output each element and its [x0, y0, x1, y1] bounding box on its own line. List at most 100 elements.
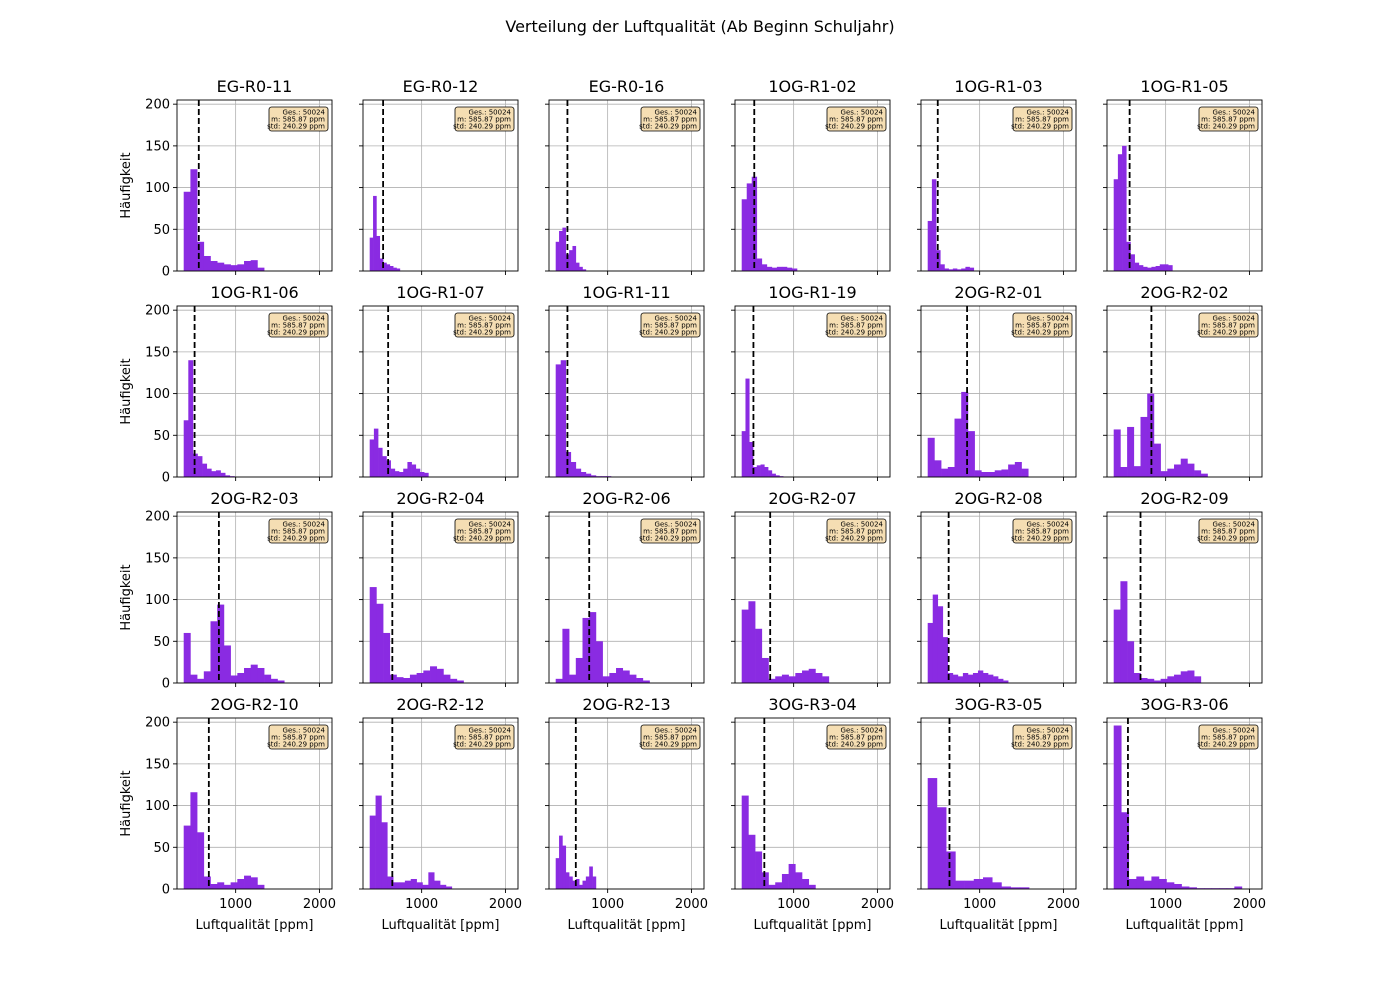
stats-box-frame [826, 106, 887, 132]
histogram-bar [967, 431, 975, 477]
histogram-bar [1155, 266, 1161, 271]
histogram-bar [572, 880, 577, 889]
y-tick-label: 50 [153, 429, 170, 444]
stats-line: m: 585.87 ppm [271, 116, 325, 124]
histogram-bar [786, 267, 793, 271]
histogram-bar [373, 195, 377, 271]
stats-line: m: 585.87 ppm [457, 116, 511, 124]
histogram-bar [753, 466, 758, 477]
histogram-bar [961, 268, 966, 271]
histogram-bar [192, 453, 198, 477]
stats-line: Ges.: 50024 [469, 727, 512, 735]
stats-line: m: 585.87 ppm [271, 528, 325, 536]
axes-frame [176, 511, 333, 684]
x-tick-label: 2000 [303, 897, 336, 912]
histogram-bar [791, 268, 798, 271]
histogram-bar [257, 884, 265, 889]
histogram-bar [761, 872, 769, 889]
axes-frame [1106, 99, 1263, 272]
stats-line: std: 240.29 ppm [1197, 535, 1255, 543]
axes-frame [548, 305, 705, 478]
stats-line: std: 240.29 ppm [639, 329, 697, 337]
subplot-title: 1OG-R1-19 [768, 283, 856, 302]
histogram-bar [257, 267, 265, 271]
histogram-bar [555, 858, 560, 889]
subplot-title: 1OG-R1-03 [954, 77, 1042, 96]
subplot-title: 2OG-R2-10 [210, 695, 298, 714]
x-tick-label: 1000 [591, 897, 624, 912]
x-tick-label: 1000 [963, 897, 996, 912]
y-tick-label: 200 [145, 510, 170, 525]
histogram-bar [383, 632, 391, 683]
histogram-bar [592, 876, 597, 889]
histogram-bar [376, 603, 384, 683]
stats-line: std: 240.29 ppm [267, 123, 325, 131]
histogram-bar [190, 169, 198, 271]
stats-line: m: 585.87 ppm [1201, 116, 1255, 124]
histogram-bar [565, 451, 572, 477]
y-tick-label: 50 [153, 635, 170, 650]
histogram-bar [761, 657, 769, 683]
histogram-bar [940, 264, 945, 271]
axes-frame [176, 305, 333, 478]
histogram-bar [1010, 887, 1021, 889]
histogram-bar [948, 269, 954, 271]
histogram-bar [197, 241, 205, 271]
histogram-bar [562, 845, 567, 889]
stats-line: std: 240.29 ppm [267, 535, 325, 543]
stats-box-frame [1198, 312, 1259, 338]
histogram-bar [428, 872, 435, 889]
histogram-bar [1134, 262, 1140, 271]
stats-line: Ges.: 50024 [469, 109, 512, 117]
histogram-bar [555, 364, 562, 477]
subplot-title: 2OG-R2-09 [1140, 489, 1228, 508]
histogram-bar [1126, 241, 1131, 271]
histogram-bar [988, 674, 994, 683]
stats-box-frame [826, 312, 887, 338]
histogram-bar [595, 641, 603, 683]
subplot-title: 2OG-R2-07 [768, 489, 856, 508]
histogram-bar [382, 456, 387, 477]
axes-frame [734, 511, 891, 684]
stats-box-frame [826, 724, 887, 750]
histogram-bar [434, 880, 441, 889]
y-tick-label: 50 [153, 223, 170, 238]
histogram-bar [934, 460, 942, 477]
stats-line: std: 240.29 ppm [1197, 329, 1255, 337]
histogram-bar [1163, 264, 1169, 271]
histogram-bar [1234, 886, 1243, 889]
histogram-bar [445, 886, 453, 889]
axes-frame [1106, 511, 1263, 684]
stats-line: m: 585.87 ppm [271, 734, 325, 742]
y-tick-label: 0 [162, 883, 170, 898]
histogram-bar [560, 360, 567, 477]
stats-line: Ges.: 50024 [655, 521, 698, 529]
histogram-bar [775, 475, 780, 477]
x-tick-label: 2000 [861, 897, 894, 912]
histogram-bar [223, 645, 231, 683]
subplot-title: 1OG-R1-11 [582, 283, 670, 302]
histogram-bar [369, 815, 376, 889]
stats-line: m: 585.87 ppm [1015, 528, 1069, 536]
histogram-bar [217, 604, 225, 683]
histogram-bar [947, 672, 954, 683]
axes-frame [362, 305, 519, 478]
histogram-bar [183, 420, 189, 477]
stats-line: Ges.: 50024 [1027, 109, 1070, 117]
histogram-bar [373, 428, 379, 477]
histogram-bar [1187, 463, 1195, 477]
histogram-bar [1133, 672, 1141, 683]
y-axis-label: Häufigkeit [119, 564, 134, 630]
figure-title: Verteilung der Luftqualität (Ab Beginn S… [505, 17, 894, 36]
histogram-bar [1166, 882, 1175, 889]
